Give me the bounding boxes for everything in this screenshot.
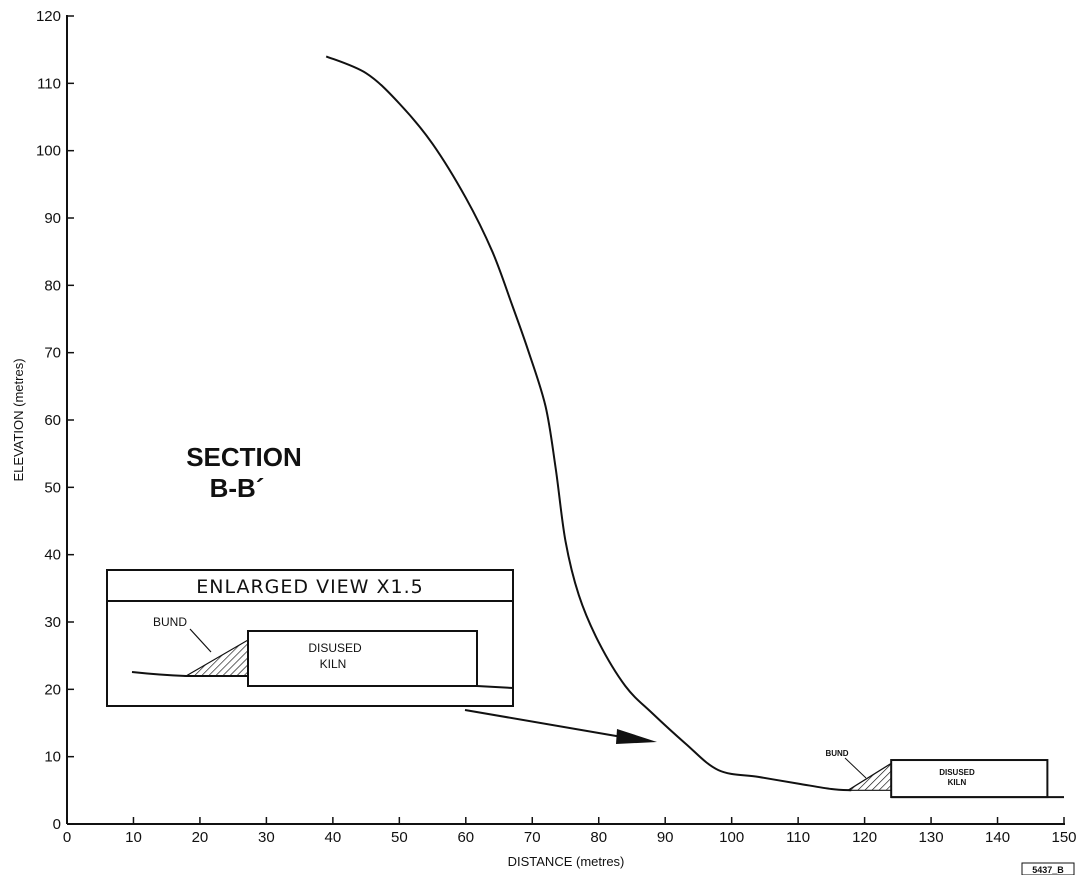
x-tick-label: 80	[590, 829, 607, 846]
y-tick-label: 20	[44, 681, 61, 698]
x-tick-label: 90	[657, 829, 674, 846]
profile-line	[325, 55, 852, 792]
y-tick-label: 50	[44, 479, 61, 496]
inset-bund-leader-line	[189, 628, 212, 653]
inset-kiln-box	[247, 630, 478, 687]
pointer-arrow-head	[616, 729, 657, 744]
bund-label: BUND	[825, 749, 848, 758]
inset-kiln-label-line2: KILN	[320, 657, 347, 671]
y-ticks: 0 10 20 30 40 50 60 70 80 90 100 110 120	[36, 8, 74, 833]
x-tick-label: 100	[719, 829, 744, 846]
y-tick-label: 60	[44, 412, 61, 429]
x-tick-label: 70	[524, 829, 541, 846]
y-tick-label: 110	[37, 75, 61, 92]
y-tick-label: 120	[36, 8, 61, 25]
y-tick-label: 30	[44, 614, 61, 631]
x-tick-label: 110	[786, 829, 810, 846]
x-ticks: 0 10 20 30 40 50 60 70 80 90 100 110 120 130 140 150	[63, 817, 1077, 846]
y-tick-label: 0	[53, 816, 61, 833]
kiln-label-line2: KILN	[948, 778, 967, 787]
x-tick-label: 10	[125, 829, 142, 846]
x-tick-label: 150	[1051, 829, 1076, 846]
section-title-line1: SECTION	[186, 442, 302, 472]
y-axis-label: ELEVATION (metres)	[11, 358, 26, 481]
y-tick-label: 10	[44, 749, 61, 766]
x-tick-label: 0	[63, 829, 71, 846]
inset-bund-label: BUND	[153, 615, 187, 629]
enlarged-view-inset: ENLARGED VIEW X1.5 DISUSED KILN BUND	[106, 569, 514, 707]
drawing-ref: 5437_B	[1032, 865, 1064, 875]
pointer-arrow	[464, 709, 657, 744]
x-tick-label: 140	[985, 829, 1010, 846]
kiln-label-line1: DISUSED	[939, 768, 975, 777]
kiln-box	[890, 759, 1049, 799]
x-tick-label: 30	[258, 829, 275, 846]
y-tick-label: 40	[44, 547, 61, 564]
x-tick-label: 60	[457, 829, 474, 846]
x-axis-label: DISTANCE (metres)	[508, 854, 625, 869]
y-tick-label: 100	[36, 143, 61, 160]
x-tick-label: 20	[192, 829, 209, 846]
x-tick-label: 50	[391, 829, 408, 846]
x-tick-label: 130	[919, 829, 944, 846]
inset-kiln-label-line1: DISUSED	[308, 641, 362, 655]
x-tick-label: 120	[852, 829, 877, 846]
y-tick-label: 80	[44, 277, 61, 294]
y-tick-label: 90	[44, 210, 61, 227]
pointer-arrow-shaft	[464, 709, 623, 738]
drawing-ref-box	[1021, 862, 1075, 875]
y-tick-label: 70	[44, 345, 61, 362]
x-tick-label: 40	[325, 829, 342, 846]
section-title-line2: B-B´	[210, 473, 265, 503]
bund-leader-line	[844, 757, 867, 779]
inset-title: ENLARGED VIEW X1.5	[196, 576, 424, 598]
